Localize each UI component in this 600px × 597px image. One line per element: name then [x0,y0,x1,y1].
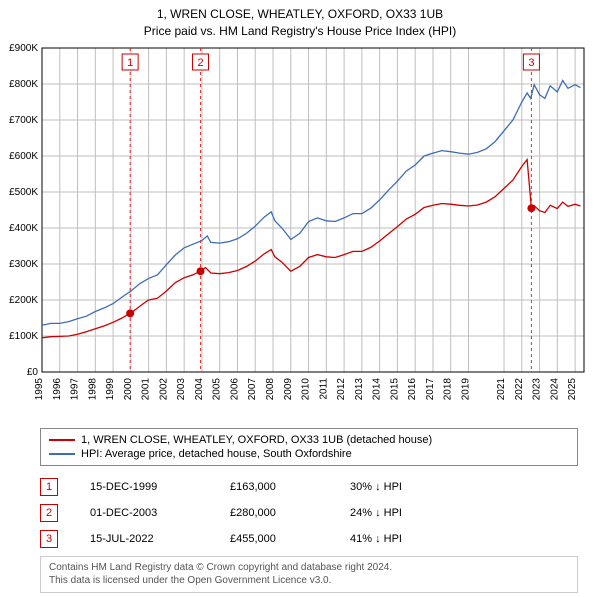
y-tick-label: £100K [9,331,38,342]
title-line-1: 1, WREN CLOSE, WHEATLEY, OXFORD, OX33 1U… [0,6,600,23]
x-tick-label: 2009 [283,377,294,400]
title-line-2: Price paid vs. HM Land Registry's House … [0,23,600,40]
x-tick-label: 2015 [389,377,400,400]
x-tick-label: 2004 [194,377,205,400]
legend-label: 1, WREN CLOSE, WHEATLEY, OXFORD, OX33 1U… [81,434,432,446]
x-tick-label: 1998 [87,377,98,400]
x-tick-label: 2001 [141,377,152,400]
legend-row: 1, WREN CLOSE, WHEATLEY, OXFORD, OX33 1U… [49,433,569,447]
legend-swatch [49,439,75,441]
marker-date: 01-DEC-2003 [90,507,200,519]
y-tick-label: £800K [9,79,38,90]
legend-row: HPI: Average price, detached house, Sout… [49,447,569,461]
x-tick-label: 2017 [425,377,436,400]
y-tick-label: £600K [9,151,38,162]
x-tick-label: 2006 [229,377,240,400]
chart-titles: 1, WREN CLOSE, WHEATLEY, OXFORD, OX33 1U… [0,0,600,40]
attribution-footer: Contains HM Land Registry data © Crown c… [40,556,578,593]
x-tick-label: 1999 [105,377,116,400]
x-tick-label: 2013 [354,377,365,400]
marker-price: £455,000 [230,533,320,545]
x-tick-label: 1996 [52,377,63,400]
y-tick-label: £0 [27,367,39,378]
y-tick-label: £500K [9,187,38,198]
marker-row: 1 15-DEC-1999 £163,000 30% ↓ HPI [40,474,578,500]
x-tick-label: 2021 [496,377,507,400]
y-tick-label: £900K [9,43,38,54]
x-tick-label: 2005 [212,377,223,400]
marker-date: 15-DEC-1999 [90,481,200,493]
x-tick-label: 2010 [301,377,312,400]
x-tick-label: 2008 [265,377,276,400]
legend-swatch [49,453,75,455]
footer-line-2: This data is licensed under the Open Gov… [49,574,569,588]
x-tick-label: 2024 [549,377,560,400]
marker-row: 2 01-DEC-2003 £280,000 24% ↓ HPI [40,500,578,526]
y-tick-label: £200K [9,295,38,306]
sale-badge-num: 3 [528,57,534,69]
y-tick-label: £400K [9,223,38,234]
x-tick-label: 2022 [514,377,525,400]
sale-badge-num: 1 [127,57,133,69]
marker-badge: 3 [40,530,58,548]
marker-date: 15-JUL-2022 [90,533,200,545]
plot-area [42,48,584,372]
sale-badge-num: 2 [197,57,203,69]
marker-price: £163,000 [230,481,320,493]
price-chart: £0 £100K £200K £300K £400K £500K £600K £700K £80… [0,40,600,422]
sales-marker-table: 1 15-DEC-1999 £163,000 30% ↓ HPI 2 01-DEC-200… [40,474,578,552]
x-tick-label: 2012 [336,377,347,400]
x-tick-label: 2002 [158,377,169,400]
x-tick-label: 2016 [407,377,418,400]
x-tick-label: 1997 [70,377,81,400]
x-tick-label: 2014 [372,377,383,400]
marker-delta: 41% ↓ HPI [350,533,460,545]
marker-badge: 1 [40,478,58,496]
marker-badge: 2 [40,504,58,522]
sale-dot [527,204,535,212]
x-tick-label: 1995 [34,377,45,400]
x-tick-label: 2019 [460,377,471,400]
x-tick-label: 2011 [318,377,329,399]
marker-delta: 24% ↓ HPI [350,507,460,519]
y-tick-label: £700K [9,115,38,126]
legend-label: HPI: Average price, detached house, Sout… [81,448,352,460]
x-tick-label: 2007 [247,377,258,400]
x-tick-label: 2000 [123,377,134,400]
y-tick-label: £300K [9,259,38,270]
sale-dot [126,309,134,317]
marker-delta: 30% ↓ HPI [350,481,460,493]
marker-price: £280,000 [230,507,320,519]
legend: 1, WREN CLOSE, WHEATLEY, OXFORD, OX33 1U… [40,428,578,466]
x-tick-label: 2023 [532,377,543,400]
x-tick-label: 2003 [176,377,187,400]
sale-dot [197,267,205,275]
marker-row: 3 15-JUL-2022 £455,000 41% ↓ HPI [40,526,578,552]
x-tick-label: 2025 [567,377,578,400]
footer-line-1: Contains HM Land Registry data © Crown c… [49,561,569,575]
x-tick-label: 2018 [443,377,454,400]
